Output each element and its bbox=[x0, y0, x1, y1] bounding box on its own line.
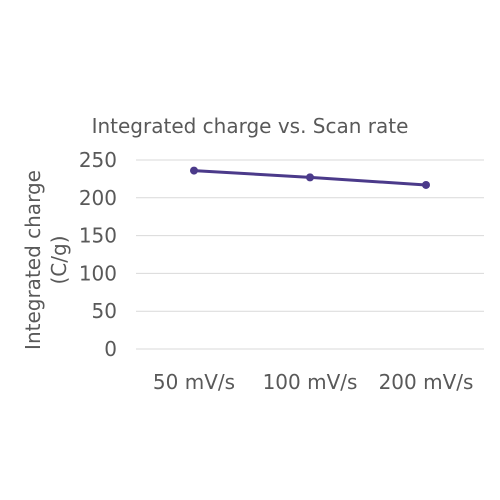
y-tick-label: 0 bbox=[104, 337, 117, 361]
data-point bbox=[306, 173, 314, 182]
y-axis-title: Integrated charge (C/g) bbox=[21, 170, 71, 350]
y-tick-label: 150 bbox=[79, 224, 117, 248]
x-tick-label: 100 mV/s bbox=[263, 370, 358, 394]
y-tick-label: 100 bbox=[79, 261, 117, 285]
y-tick-label: 200 bbox=[79, 186, 117, 210]
y-axis-ticks: 0 50 100 150 200 250 bbox=[79, 148, 117, 361]
chart-title: Integrated charge vs. Scan rate bbox=[92, 114, 409, 138]
x-axis-ticks: 50 mV/s 100 mV/s 200 mV/s bbox=[153, 370, 474, 394]
series-layer bbox=[190, 166, 430, 189]
y-tick-label: 50 bbox=[92, 299, 117, 323]
x-tick-label: 50 mV/s bbox=[153, 370, 235, 394]
x-tick-label: 200 mV/s bbox=[379, 370, 474, 394]
y-axis-title-line-2: (C/g) bbox=[47, 235, 71, 284]
y-axis-title-line-1: Integrated charge bbox=[21, 170, 45, 350]
data-point bbox=[422, 180, 430, 189]
gridlines bbox=[136, 159, 484, 350]
y-tick-label: 250 bbox=[79, 148, 117, 172]
data-point bbox=[190, 166, 198, 175]
